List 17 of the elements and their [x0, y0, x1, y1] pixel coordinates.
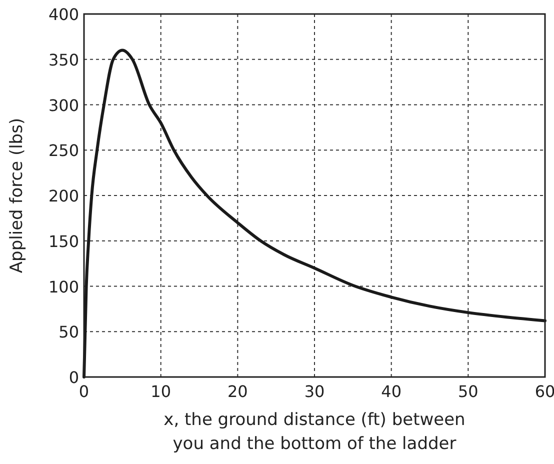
x-tick-label: 30 [304, 382, 325, 401]
y-tick-label: 150 [48, 232, 79, 251]
x-tick-label: 50 [458, 382, 478, 401]
y-tick-label: 50 [58, 322, 79, 342]
x-tick-label: 20 [227, 382, 248, 401]
y-tick-label: 100 [48, 277, 79, 296]
x-axis-title: x, the ground distance (ft) between you and the bottom of the ladder [164, 410, 466, 454]
y-tick-label: 250 [48, 141, 79, 160]
y-tick-label: 300 [48, 96, 79, 115]
x-tick-label: 60 [534, 382, 554, 401]
y-tick-label: 0 [68, 368, 79, 387]
x-tick-label: 40 [381, 382, 402, 401]
y-tick-label: 350 [48, 50, 79, 70]
y-axis-title: Applied force (lbs) [7, 118, 27, 274]
y-tick-label: 200 [48, 186, 79, 206]
x-tick-label: 10 [150, 382, 172, 401]
y-tick-label: 400 [48, 5, 79, 24]
